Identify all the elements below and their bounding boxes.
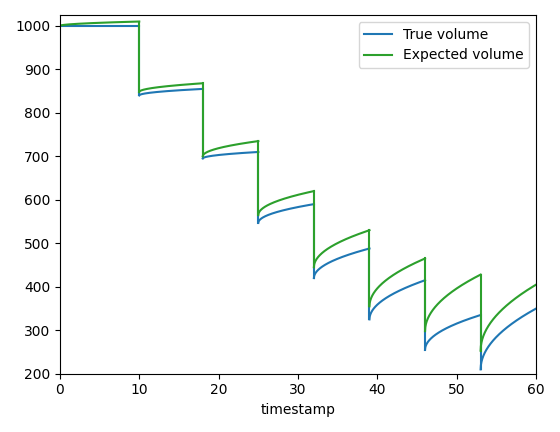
Expected volume — [57, 23, 63, 29]
Line: Expected volume: Expected volume — [60, 22, 139, 26]
True volume — [129, 23, 136, 29]
True volume — [57, 23, 63, 29]
True volume — [132, 23, 139, 29]
Expected volume — [71, 22, 78, 27]
Expected volume — [129, 19, 136, 24]
True volume — [78, 23, 85, 29]
Expected volume — [132, 19, 139, 24]
X-axis label: timestamp: timestamp — [260, 403, 335, 417]
True volume — [60, 23, 67, 29]
True volume — [136, 23, 143, 29]
True volume — [61, 23, 68, 29]
Expected volume — [60, 22, 67, 28]
Expected volume — [136, 19, 143, 24]
True volume — [71, 23, 78, 29]
Expected volume — [78, 21, 85, 26]
Expected volume — [61, 22, 68, 27]
Legend: True volume, Expected volume: True volume, Expected volume — [358, 22, 529, 68]
